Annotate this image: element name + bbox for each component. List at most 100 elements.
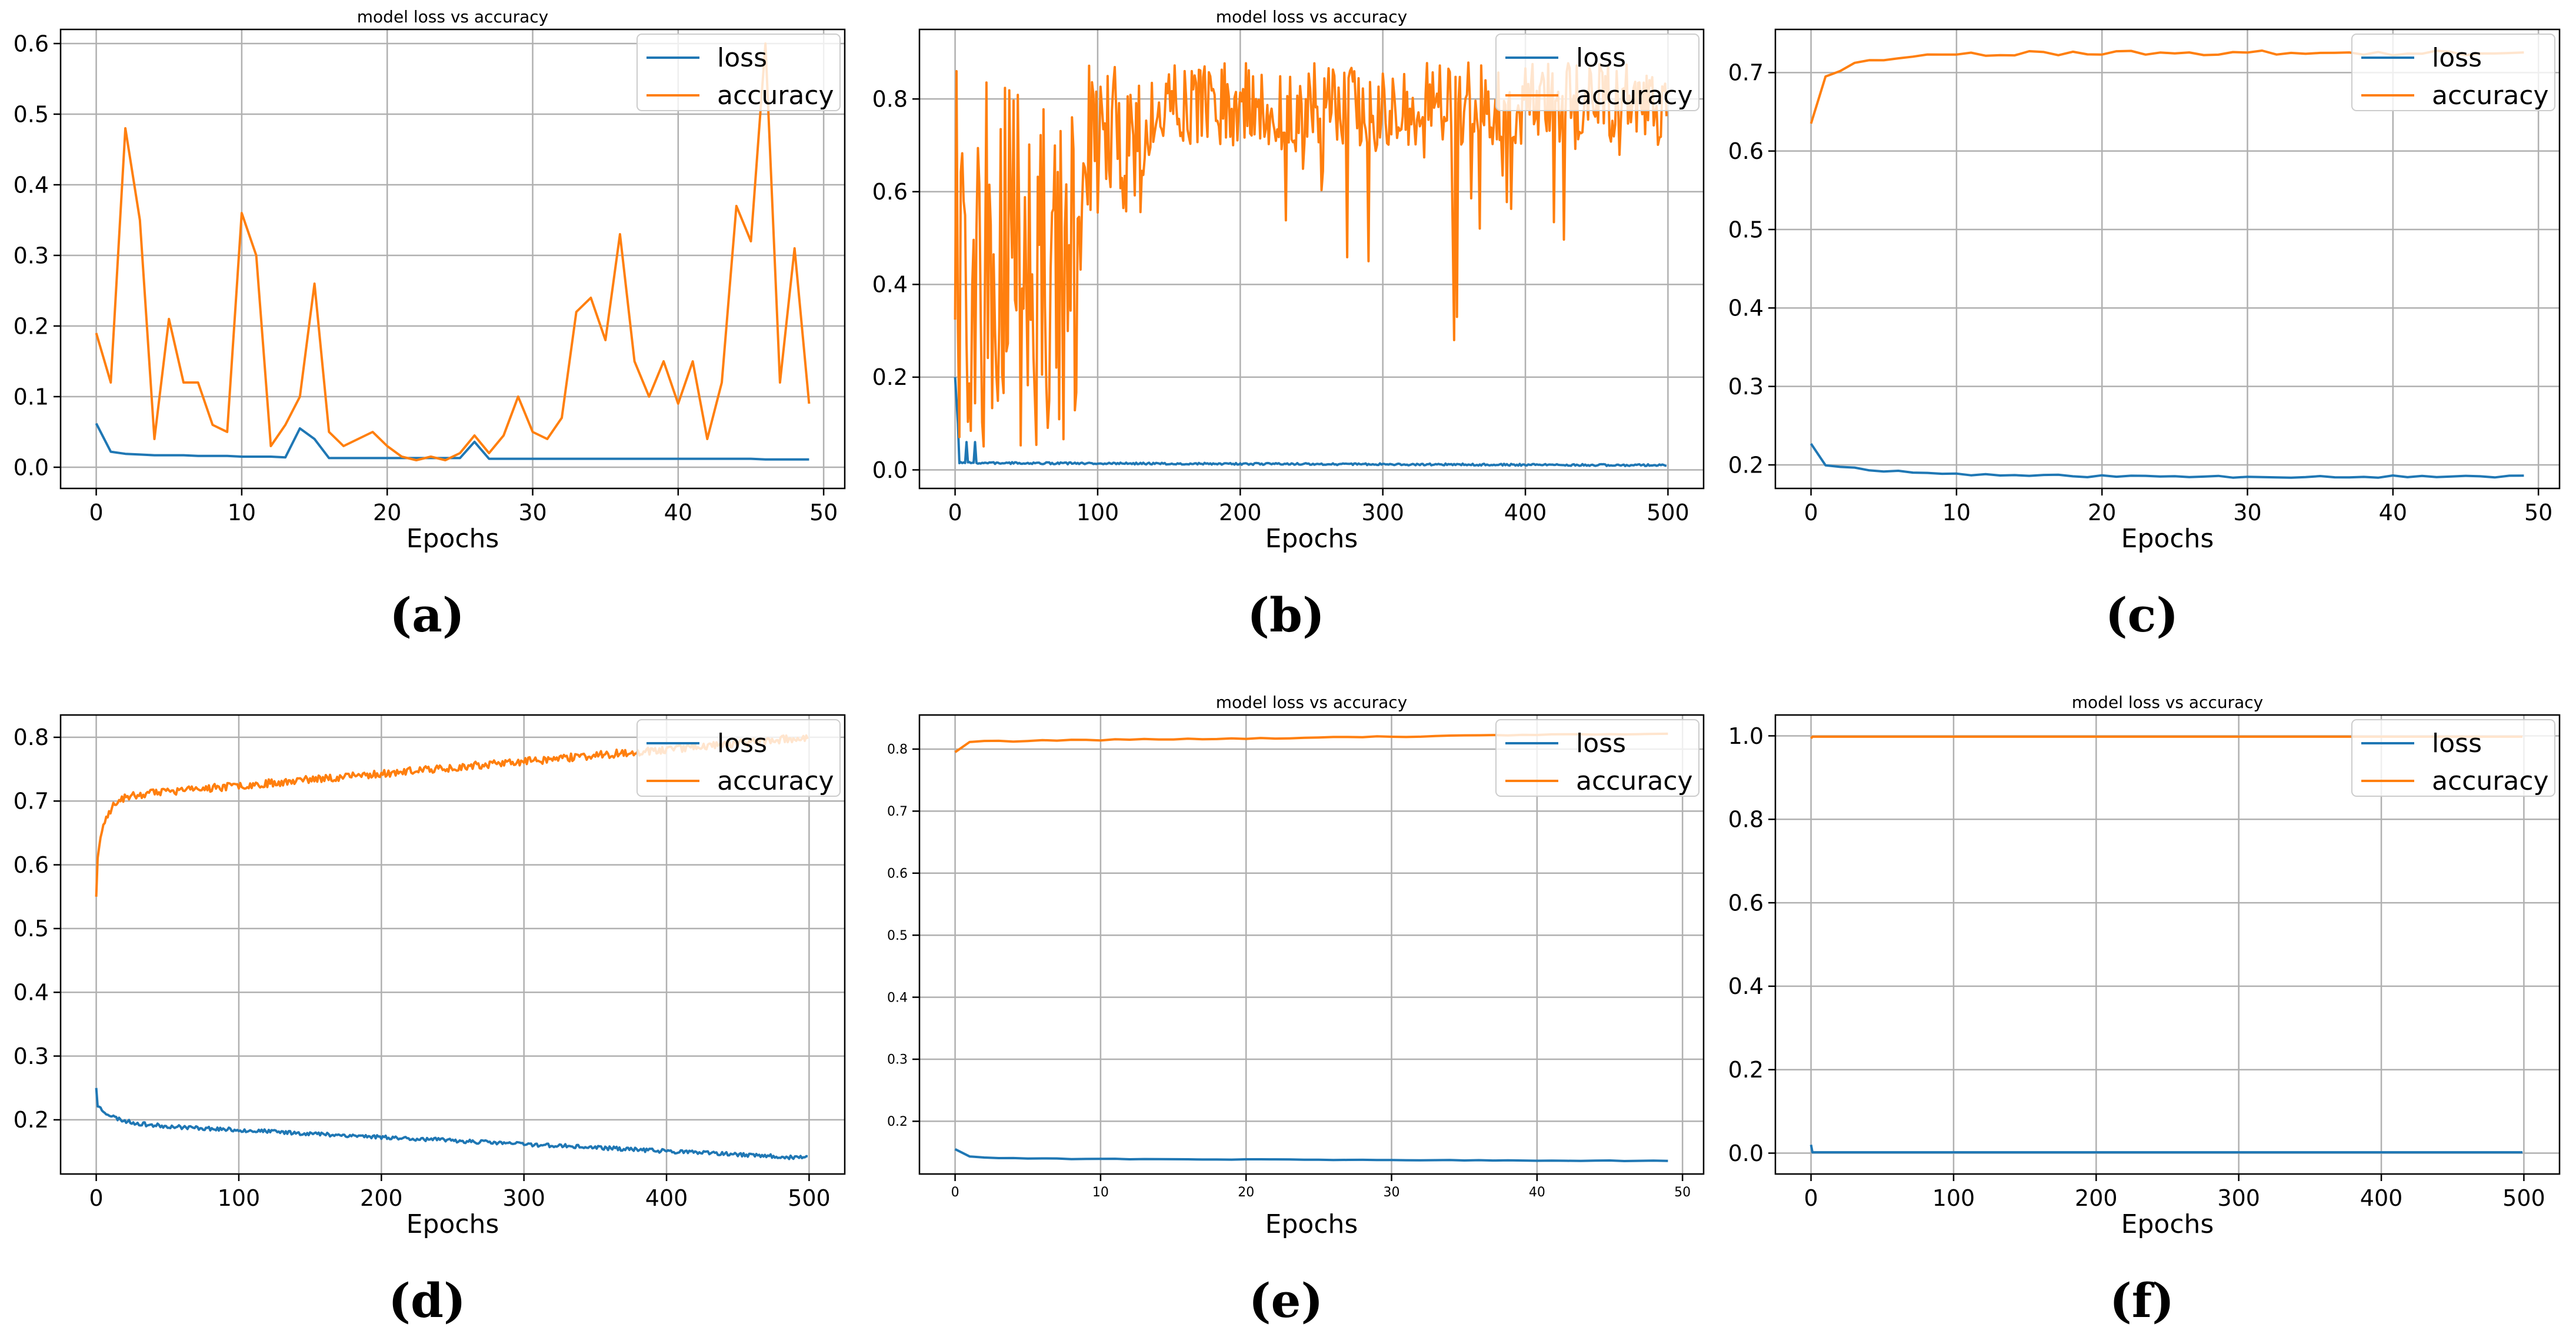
y-tick-label: 0.2 — [14, 313, 49, 339]
panel-label: (e) — [1249, 1273, 1324, 1327]
legend-label-accuracy: accuracy — [1576, 766, 1693, 796]
legend-box — [2351, 34, 2555, 111]
x-tick-label: 0 — [951, 1185, 959, 1200]
y-tick-label: 0.4 — [1728, 973, 1764, 999]
plot-frame — [918, 28, 1705, 490]
panel-label: (a) — [389, 587, 465, 643]
y-tick-label: 0.3 — [14, 242, 49, 268]
chart-title: model loss vs accuracy — [1216, 693, 1407, 712]
series-line-loss — [1809, 443, 2524, 479]
legend-box — [636, 719, 841, 797]
legend: loss accuracy — [1495, 34, 1699, 111]
x-tick-label: 500 — [788, 1185, 831, 1211]
y-tick-label: 0.6 — [14, 31, 49, 56]
y-tick-label: 0.0 — [872, 457, 908, 483]
y-tick-label: 0.7 — [1728, 60, 1764, 86]
y-tick-label: 1.0 — [1728, 723, 1764, 749]
panel-label: (b) — [1247, 587, 1325, 643]
y-tick-label: 0.7 — [887, 804, 908, 819]
x-axis-label: Epochs — [2121, 1209, 2214, 1239]
series-line-loss — [95, 423, 809, 461]
y-tick-label: 0.5 — [887, 929, 908, 943]
legend-label-loss: loss — [2432, 43, 2482, 73]
y-tick-label: 0.6 — [1728, 138, 1764, 164]
plot-frame — [59, 28, 846, 490]
y-tick-label: 0.8 — [1728, 807, 1764, 833]
y-tick-label: 0.5 — [14, 101, 49, 127]
y-tick-label: 0.6 — [887, 866, 908, 881]
y-tick-label: 0.6 — [1728, 890, 1764, 916]
x-tick-label: 500 — [2502, 1185, 2545, 1211]
x-tick-label: 30 — [2233, 500, 2261, 526]
y-tick-label: 0.4 — [1728, 295, 1764, 321]
y-tick-label: 0.2 — [14, 1107, 49, 1133]
y-tick-label: 0.4 — [872, 272, 908, 298]
x-tick-label: 50 — [2524, 500, 2552, 526]
legend: loss accuracy — [2351, 34, 2555, 111]
chart-title: model loss vs accuracy — [357, 7, 548, 26]
x-tick-label: 10 — [228, 500, 256, 526]
y-tick-label: 0.4 — [887, 990, 908, 1005]
x-tick-label: 40 — [664, 500, 692, 526]
x-axis-label: Epochs — [406, 1209, 499, 1239]
x-tick-label: 300 — [502, 1185, 545, 1211]
x-axis-label: Epochs — [1265, 1209, 1358, 1239]
legend: loss accuracy — [636, 34, 841, 111]
y-tick-label: 0.2 — [887, 1115, 908, 1129]
legend-label-loss: loss — [717, 43, 767, 73]
chart-panel-c: 0.2 0.3 0.4 0.5 0.6 0.7 0 10 20 30 40 50 loss accurac… — [1728, 28, 2561, 643]
y-tick-label: 0.3 — [887, 1053, 908, 1067]
plot-frame — [1774, 28, 2561, 490]
y-tick-label: 0.0 — [1728, 1140, 1764, 1166]
series-line-accuracy — [954, 61, 1668, 448]
legend-label-loss: loss — [717, 729, 767, 759]
x-tick-label: 10 — [1092, 1185, 1109, 1200]
series-line-loss — [954, 1148, 1668, 1162]
x-tick-label: 30 — [1384, 1185, 1400, 1200]
x-tick-label: 40 — [1529, 1185, 1545, 1200]
legend-label-accuracy: accuracy — [1576, 81, 1693, 111]
x-tick-label: 30 — [518, 500, 546, 526]
x-tick-label: 400 — [645, 1185, 688, 1211]
x-tick-label: 200 — [1219, 500, 1262, 526]
plot-frame — [1774, 714, 2561, 1175]
legend: loss accuracy — [1495, 719, 1699, 797]
chart-panel-e: model loss vs accuracy 0.2 0.3 0.4 0.5 0.6 0.7… — [887, 693, 1705, 1327]
plot-frame — [918, 714, 1705, 1175]
legend-box — [1495, 34, 1699, 111]
legend-label-loss: loss — [1576, 729, 1626, 759]
x-tick-label: 10 — [1942, 500, 1971, 526]
x-axis-label: Epochs — [1265, 524, 1358, 554]
chart-title: model loss vs accuracy — [1216, 7, 1407, 26]
x-tick-label: 50 — [1674, 1185, 1691, 1200]
y-tick-label: 0.7 — [14, 789, 49, 814]
series-line-loss — [95, 1087, 808, 1160]
plot-frame — [59, 714, 846, 1175]
x-tick-label: 300 — [1361, 500, 1404, 526]
x-tick-label: 500 — [1647, 500, 1689, 526]
x-tick-label: 200 — [2075, 1185, 2118, 1211]
y-tick-label: 0.0 — [14, 454, 49, 480]
legend-label-loss: loss — [2432, 729, 2482, 759]
legend-label-accuracy: accuracy — [717, 81, 834, 111]
y-tick-label: 0.2 — [1728, 452, 1764, 478]
y-tick-label: 0.1 — [14, 384, 49, 410]
y-tick-label: 0.3 — [1728, 374, 1764, 400]
legend: loss accuracy — [2351, 719, 2555, 797]
x-tick-label: 0 — [1804, 1185, 1818, 1211]
y-tick-label: 0.4 — [14, 980, 49, 1006]
panel-label: (f) — [2110, 1273, 2174, 1327]
legend-label-accuracy: accuracy — [2432, 81, 2549, 111]
x-tick-label: 100 — [218, 1185, 261, 1211]
x-axis-label: Epochs — [406, 524, 499, 554]
series-line-loss — [1809, 1145, 2522, 1154]
x-tick-label: 20 — [1238, 1185, 1254, 1200]
y-tick-label: 0.3 — [14, 1043, 49, 1069]
chart-panel-d: 0.2 0.3 0.4 0.5 0.6 0.7 0.8 0 100 200 300 400 500 los… — [14, 714, 846, 1327]
y-tick-label: 0.5 — [14, 916, 49, 942]
chart-panel-a: model loss vs accuracy 0.0 0.1 0.2 0.3 0.4 0.5… — [14, 7, 846, 643]
series-line-accuracy — [95, 42, 811, 461]
x-tick-label: 0 — [89, 1185, 103, 1211]
x-tick-label: 300 — [2217, 1185, 2260, 1211]
